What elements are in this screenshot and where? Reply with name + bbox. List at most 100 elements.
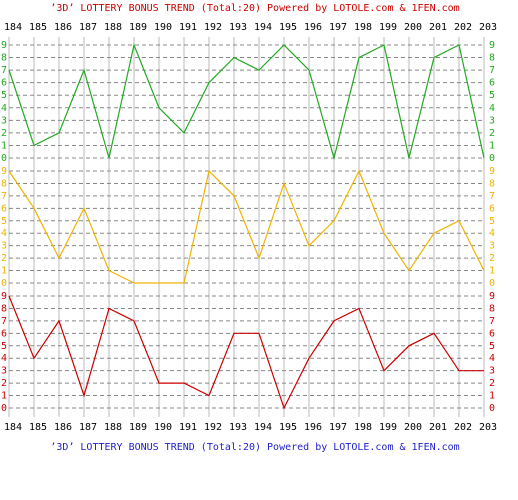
y-tick-label: 2	[1, 128, 7, 139]
chart-footer-title: ’3D’ LOTTERY BONUS TREND (Total:20) Powe…	[50, 442, 459, 453]
x-tick-label: 203	[479, 422, 497, 433]
x-tick-label: 190	[154, 22, 172, 33]
x-tick-label: 193	[229, 422, 247, 433]
x-tick-label: 188	[104, 422, 122, 433]
y-tick-label-right: 0	[489, 153, 495, 164]
y-tick-label: 9	[1, 291, 7, 302]
y-tick-label: 7	[1, 316, 7, 327]
y-tick-label: 7	[1, 65, 7, 76]
x-tick-label: 185	[29, 422, 47, 433]
y-tick-label: 4	[1, 353, 7, 364]
y-tick-label-right: 2	[489, 253, 495, 264]
y-tick-label-right: 7	[489, 316, 495, 327]
y-tick-label: 2	[1, 378, 7, 389]
y-tick-label-right: 3	[489, 115, 495, 126]
y-tick-label: 8	[1, 303, 7, 314]
y-tick-label-right: 3	[489, 366, 495, 377]
y-tick-label: 4	[1, 103, 7, 114]
y-tick-label: 3	[1, 241, 7, 252]
y-tick-label: 9	[1, 166, 7, 177]
y-tick-label-right: 6	[489, 328, 495, 339]
x-tick-label: 187	[79, 22, 97, 33]
x-tick-label: 200	[404, 422, 422, 433]
x-tick-label: 191	[179, 422, 197, 433]
y-tick-label-right: 7	[489, 65, 495, 76]
y-tick-label-right: 4	[489, 353, 495, 364]
x-tick-label: 186	[54, 22, 72, 33]
y-tick-label: 0	[1, 278, 7, 289]
x-tick-label: 189	[129, 422, 147, 433]
x-tick-label: 194	[254, 422, 272, 433]
y-tick-label: 6	[1, 328, 7, 339]
x-tick-label: 187	[79, 422, 97, 433]
y-tick-label-right: 9	[489, 40, 495, 51]
y-tick-label-right: 6	[489, 78, 495, 89]
y-tick-label-right: 8	[489, 303, 495, 314]
y-tick-label: 0	[1, 153, 7, 164]
x-tick-label: 199	[379, 422, 397, 433]
x-tick-label: 198	[354, 22, 372, 33]
y-tick-label-right: 5	[489, 341, 495, 352]
y-tick-label-right: 1	[489, 266, 495, 277]
y-tick-label-right: 6	[489, 203, 495, 214]
x-tick-label: 189	[129, 22, 147, 33]
y-tick-label: 8	[1, 53, 7, 64]
y-tick-label-right: 4	[489, 228, 495, 239]
x-tick-label: 193	[229, 22, 247, 33]
y-tick-label-right: 7	[489, 191, 495, 202]
x-tick-label: 201	[429, 422, 447, 433]
y-tick-label: 1	[1, 140, 7, 151]
x-tick-label: 185	[29, 22, 47, 33]
x-tick-label: 191	[179, 22, 197, 33]
x-tick-label: 196	[304, 422, 322, 433]
x-tick-label: 192	[204, 22, 222, 33]
y-tick-label-right: 5	[489, 216, 495, 227]
y-tick-label: 6	[1, 78, 7, 89]
x-tick-label: 202	[454, 22, 472, 33]
y-tick-label-right: 2	[489, 378, 495, 389]
x-tick-label: 197	[329, 22, 347, 33]
x-tick-label: 184	[4, 22, 22, 33]
x-tick-label: 195	[279, 422, 297, 433]
y-tick-label: 4	[1, 228, 7, 239]
y-tick-label: 1	[1, 391, 7, 402]
y-tick-label: 5	[1, 216, 7, 227]
y-tick-label: 8	[1, 178, 7, 189]
y-tick-label-right: 3	[489, 241, 495, 252]
y-tick-label: 5	[1, 341, 7, 352]
y-tick-label: 6	[1, 203, 7, 214]
x-tick-label: 186	[54, 422, 72, 433]
x-tick-label: 188	[104, 22, 122, 33]
x-tick-label: 190	[154, 422, 172, 433]
trend-line	[8, 295, 484, 410]
x-tick-label: 195	[279, 22, 297, 33]
y-tick-label-right: 4	[489, 103, 495, 114]
y-tick-label-right: 8	[489, 53, 495, 64]
x-tick-label: 203	[479, 22, 497, 33]
y-tick-label-right: 1	[489, 391, 495, 402]
y-tick-label-right: 8	[489, 178, 495, 189]
y-tick-label: 2	[1, 253, 7, 264]
x-tick-label: 202	[454, 422, 472, 433]
y-tick-label-right: 1	[489, 140, 495, 151]
y-tick-label-right: 9	[489, 166, 495, 177]
y-tick-label-right: 0	[489, 278, 495, 289]
y-tick-label: 9	[1, 40, 7, 51]
x-tick-label: 198	[354, 422, 372, 433]
x-tick-label: 201	[429, 22, 447, 33]
x-tick-label: 194	[254, 22, 272, 33]
trend-line	[8, 169, 485, 284]
y-tick-label-right: 2	[489, 128, 495, 139]
x-tick-label: 200	[404, 22, 422, 33]
x-tick-label: 192	[204, 422, 222, 433]
y-tick-label-right: 0	[489, 403, 495, 414]
y-tick-label: 7	[1, 191, 7, 202]
y-tick-label: 3	[1, 115, 7, 126]
x-tick-label: 197	[329, 422, 347, 433]
y-tick-label: 3	[1, 366, 7, 377]
x-tick-label: 196	[304, 22, 322, 33]
y-tick-label: 0	[1, 403, 7, 414]
y-tick-label: 1	[1, 266, 7, 277]
x-tick-label: 199	[379, 22, 397, 33]
